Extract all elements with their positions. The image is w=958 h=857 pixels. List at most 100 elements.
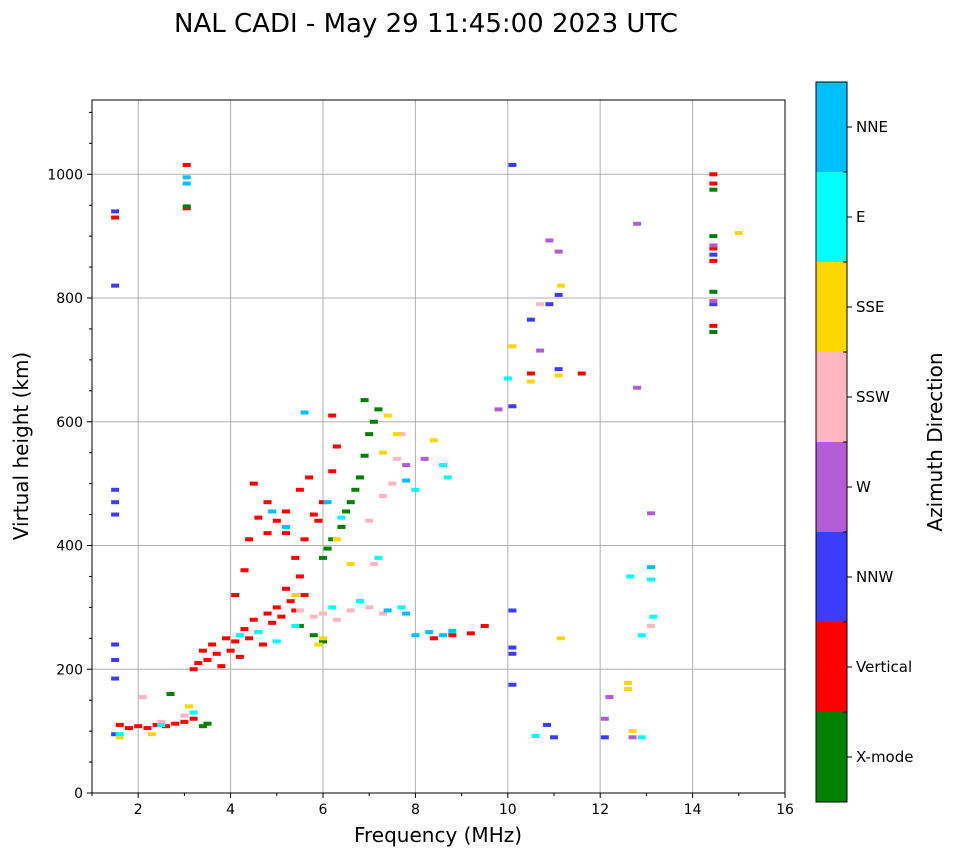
data-point-vertical <box>709 323 718 328</box>
data-point-ssw <box>309 614 318 619</box>
data-point-nnw <box>508 651 517 656</box>
data-point-ssw <box>647 623 656 628</box>
colorbar-frame <box>815 81 848 803</box>
data-points <box>111 162 743 740</box>
data-point-vertical <box>231 639 240 644</box>
data-point-w <box>628 735 637 740</box>
x-axis: 2 4 6 8 10 12 14 16 <box>91 793 794 818</box>
data-point-nnw <box>111 283 120 288</box>
colorbar-segment <box>816 172 847 262</box>
data-point-x-mode <box>709 234 718 239</box>
colorbar: X-mode Vertical NNW W SSW SSE E NNE <box>815 81 913 803</box>
data-point-sse <box>379 450 388 455</box>
data-point-nnw <box>554 367 563 372</box>
data-point-e <box>637 735 646 740</box>
data-point-vertical <box>332 444 341 449</box>
data-point-ssw <box>332 617 341 622</box>
data-point-nnw <box>111 209 120 214</box>
data-point-sse <box>556 283 565 288</box>
data-point-vertical <box>258 642 267 647</box>
colorbar-tick-label: Vertical <box>856 658 912 676</box>
data-point-e <box>291 623 300 628</box>
data-point-vertical <box>480 623 489 628</box>
data-point-ssw <box>346 608 355 613</box>
data-point-w <box>402 463 411 468</box>
data-point-x-mode <box>198 724 207 729</box>
data-point-e <box>328 605 337 610</box>
data-point-sse <box>623 687 632 692</box>
data-point-sse <box>734 231 743 236</box>
data-point-vertical <box>180 719 189 724</box>
data-point-vertical <box>286 599 295 604</box>
data-point-x-mode <box>709 330 718 335</box>
data-point-vertical <box>295 487 304 492</box>
data-point-vertical <box>115 722 124 727</box>
data-point-e <box>647 577 656 582</box>
data-point-sse <box>623 680 632 685</box>
data-point-vertical <box>429 636 438 641</box>
colorbar-segment <box>816 622 847 712</box>
data-point-ssw <box>392 456 401 461</box>
data-point-nnw <box>111 487 120 492</box>
data-point-ssw <box>397 432 406 437</box>
data-point-e <box>157 722 166 727</box>
data-point-vertical <box>143 726 152 731</box>
colorbar-tick-label: NNW <box>856 568 893 586</box>
data-point-vertical <box>245 537 254 542</box>
data-point-nne <box>323 500 332 505</box>
data-point-vertical <box>448 633 457 638</box>
data-point-x-mode <box>360 453 369 458</box>
data-point-nne <box>182 175 191 180</box>
data-point-vertical <box>263 531 272 536</box>
data-point-x-mode <box>319 639 327 644</box>
data-point-nnw <box>111 657 120 662</box>
data-point-e <box>374 555 383 560</box>
data-point-e <box>531 734 540 739</box>
y-tick-label: 1000 <box>47 167 83 183</box>
data-point-x-mode <box>365 432 374 437</box>
data-point-nnw <box>508 162 517 167</box>
data-point-e <box>235 633 244 638</box>
data-point-x-mode <box>182 204 191 209</box>
data-point-x-mode <box>369 419 378 424</box>
data-point-vertical <box>249 481 258 486</box>
data-point-vertical <box>319 500 327 505</box>
data-point-sse <box>346 562 355 567</box>
data-point-nnw <box>508 645 517 650</box>
data-point-nnw <box>111 642 120 647</box>
data-point-sse <box>332 537 341 542</box>
data-point-vertical <box>272 605 281 610</box>
data-point-vertical <box>709 172 718 177</box>
data-point-w <box>545 238 554 243</box>
data-point-vertical <box>198 648 207 653</box>
data-point-sse <box>319 636 327 641</box>
data-point-e <box>397 605 406 610</box>
data-point-ssw <box>138 695 147 700</box>
data-point-sse <box>185 704 194 709</box>
data-point-x-mode <box>709 289 718 294</box>
x-tick-label: 14 <box>684 802 702 818</box>
data-point-sse <box>628 729 637 734</box>
data-point-x-mode <box>295 623 304 628</box>
data-point-nnw <box>111 500 120 505</box>
data-point-w <box>633 221 642 226</box>
data-point-sse <box>508 344 517 349</box>
data-point-vertical <box>291 555 300 560</box>
data-point-vertical <box>240 627 249 632</box>
data-point-vertical <box>203 657 212 662</box>
data-point-vertical <box>171 721 180 726</box>
data-point-x-mode <box>323 546 332 551</box>
data-point-nne <box>300 410 309 415</box>
data-point-ssw <box>365 518 374 523</box>
data-point-vertical <box>466 631 475 636</box>
data-point-e <box>189 710 198 715</box>
colorbar-tick-label: NNE <box>856 118 888 136</box>
data-point-w <box>600 716 609 721</box>
plot-frame <box>91 99 786 794</box>
data-point-x-mode <box>374 407 383 412</box>
data-point-sse <box>291 593 300 597</box>
y-axis-label: Virtual height (km) <box>9 352 33 541</box>
x-tick-label: 10 <box>499 802 517 818</box>
data-point-vertical <box>577 371 586 376</box>
y-tick-label: 600 <box>56 415 83 431</box>
